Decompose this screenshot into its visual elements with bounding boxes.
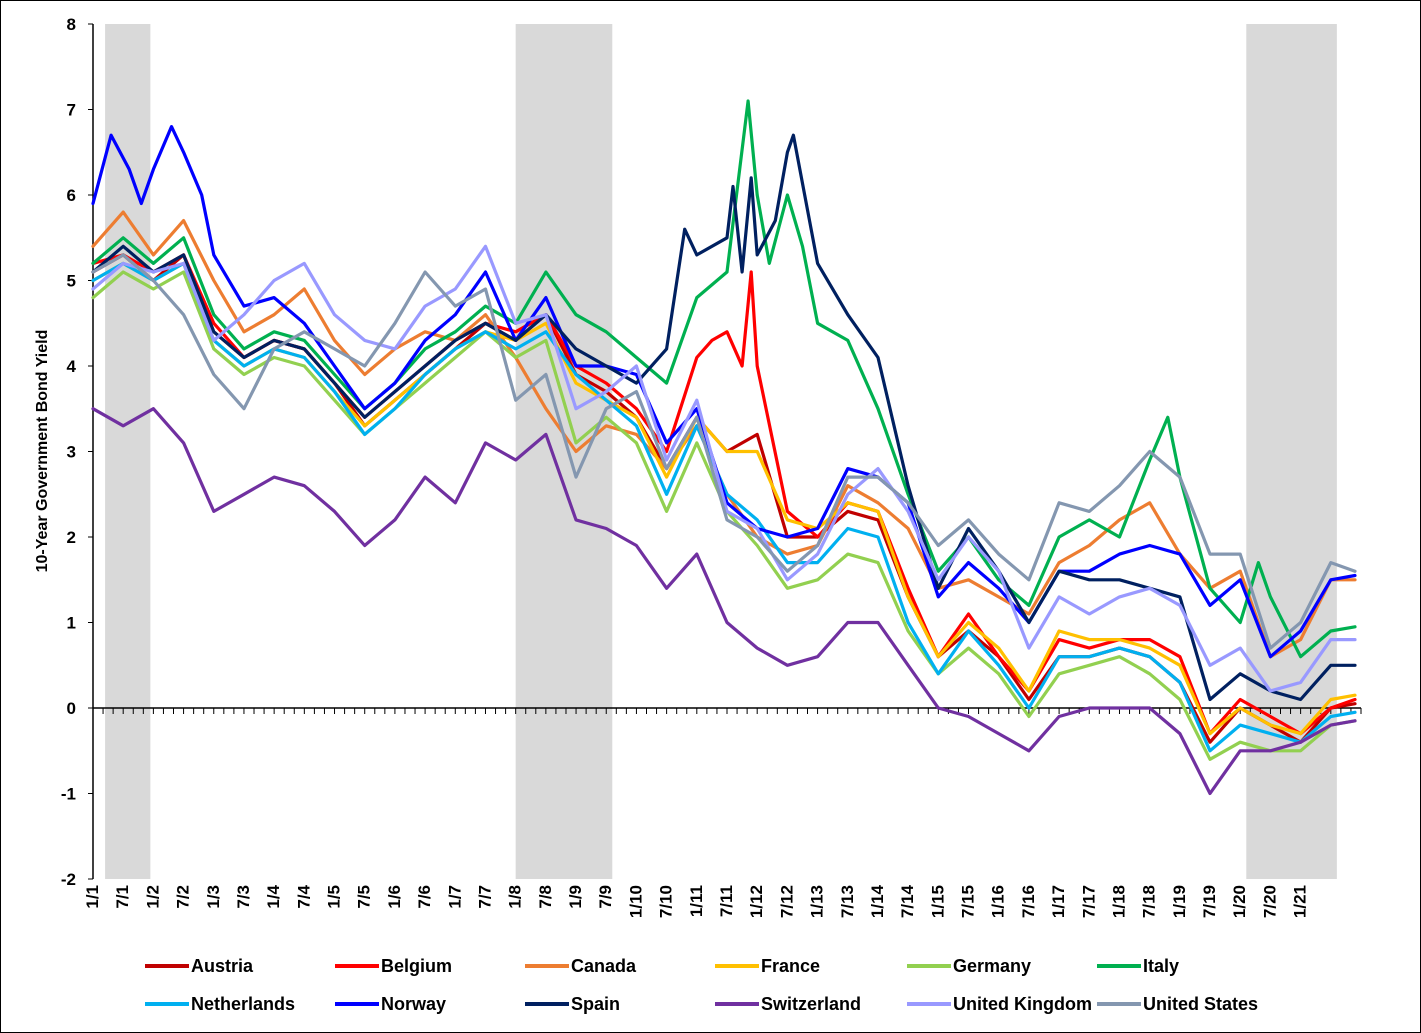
x-tick-label: 7/6 — [415, 885, 434, 909]
x-tick-label: 1/21 — [1291, 885, 1310, 918]
legend-label-norway: Norway — [381, 994, 446, 1014]
recession-band-1 — [515, 24, 613, 879]
x-tick-label: 1/1 — [83, 885, 102, 909]
series-line-italy — [91, 99, 1357, 659]
x-tick-label: 7/4 — [294, 884, 313, 908]
legend-label-italy: Italy — [1143, 956, 1179, 976]
x-tick-label: 1/5 — [325, 885, 344, 909]
legend-label-germany: Germany — [953, 956, 1031, 976]
series-line-norway — [91, 124, 1357, 659]
series-line-united-states — [91, 253, 1357, 650]
y-tick-label: 2 — [67, 528, 76, 547]
x-tick-label: 1/16 — [989, 885, 1008, 918]
y-tick-label: 7 — [67, 101, 76, 120]
x-tick-label: 7/5 — [355, 885, 374, 909]
x-tick-label: 7/7 — [475, 885, 494, 909]
x-tick-label: 7/13 — [838, 885, 857, 918]
x-tick-label: 7/19 — [1200, 885, 1219, 918]
axes-layer: -2 -1 0 1 2 3 4 5 6 7 8 1/1 7/1 1/2 7/2 1/3 7/3 1/4 7/4 1/5… — [61, 15, 1362, 918]
y-tick-label: -2 — [61, 870, 76, 889]
x-tick-label: 1/4 — [264, 884, 283, 908]
series-lines-layer — [91, 99, 1357, 796]
x-tick-label: 7/12 — [777, 885, 796, 918]
x-tick-label: 7/14 — [898, 884, 917, 918]
x-tick-label: 7/8 — [536, 885, 555, 909]
x-tick-label: 1/9 — [566, 885, 585, 909]
y-tick-label: -1 — [61, 785, 76, 804]
y-tick-label: 5 — [67, 272, 76, 291]
x-tick-label: 1/8 — [506, 885, 525, 909]
y-tick-label: 6 — [67, 186, 76, 205]
x-tick-label: 1/15 — [928, 885, 947, 918]
recession-band-0 — [105, 24, 151, 879]
legend-label-united-states: United States — [1143, 994, 1258, 1014]
legend-label-austria: Austria — [191, 956, 254, 976]
x-tick-label: 1/3 — [204, 885, 223, 909]
y-tick-label: 3 — [67, 443, 76, 462]
x-tick-label: 7/20 — [1260, 885, 1279, 918]
x-tick-label: 1/11 — [687, 885, 706, 917]
y-tick-label: 8 — [67, 15, 76, 34]
series-line-switzerland — [91, 407, 1357, 796]
series-line-canada — [91, 210, 1357, 659]
x-tick-label: 7/15 — [959, 885, 978, 918]
x-tick-label: 1/7 — [445, 885, 464, 909]
x-tick-label: 1/20 — [1230, 885, 1249, 918]
x-tick-label: 7/3 — [234, 885, 253, 909]
y-axis-label: 10-Year Government Bond Yield — [34, 330, 51, 573]
x-tick-label: 1/2 — [143, 885, 162, 909]
x-tick-label: 1/14 — [868, 884, 887, 918]
series-line-spain — [91, 133, 1357, 702]
x-tick-label: 1/10 — [626, 885, 645, 918]
y-tick-label: 4 — [67, 357, 77, 376]
series-line-united-kingdom — [91, 244, 1357, 693]
x-tick-label: 1/17 — [1049, 885, 1068, 918]
x-tick-label: 1/18 — [1109, 885, 1128, 918]
x-tick-label: 1/12 — [747, 885, 766, 918]
legend-label-belgium: Belgium — [381, 956, 452, 976]
x-tick-label: 7/2 — [174, 885, 193, 909]
x-tick-label: 7/16 — [1019, 885, 1038, 918]
x-tick-label: 7/18 — [1140, 885, 1159, 918]
legend-label-canada: Canada — [571, 956, 637, 976]
x-tick-label: 7/1 — [113, 885, 132, 909]
legend: Austria Belgium Canada France Germany Italy Ne… — [145, 956, 1258, 1014]
x-tick-label: 7/9 — [596, 885, 615, 909]
y-tick-label: 0 — [67, 699, 76, 718]
legend-label-netherlands: Netherlands — [191, 994, 295, 1014]
y-tick-label: 1 — [67, 614, 76, 633]
x-tick-label: 1/19 — [1170, 885, 1189, 918]
x-tick-label: 7/10 — [657, 885, 676, 918]
legend-label-france: France — [761, 956, 820, 976]
recession-shading-layer — [105, 24, 1337, 879]
legend-label-united-kingdom: United Kingdom — [953, 994, 1092, 1014]
legend-label-switzerland: Switzerland — [761, 994, 861, 1014]
series-line-netherlands — [91, 261, 1357, 753]
legend-label-spain: Spain — [571, 994, 620, 1014]
x-tick-label: 1/6 — [385, 885, 404, 909]
x-tick-label: 7/17 — [1079, 885, 1098, 918]
x-tick-label: 7/11 — [717, 885, 736, 917]
x-tick-label: 1/13 — [808, 885, 827, 918]
